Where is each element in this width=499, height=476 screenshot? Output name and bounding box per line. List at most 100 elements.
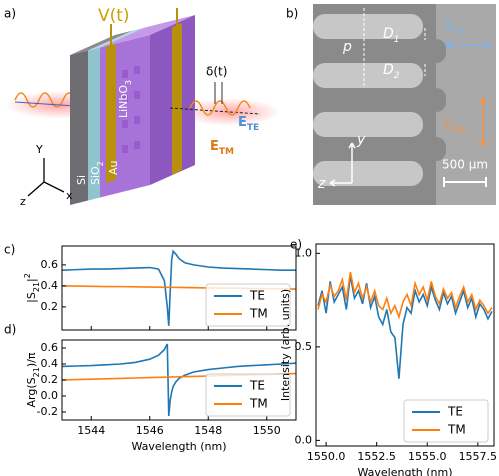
layer-sio2-top bbox=[88, 27, 145, 51]
legend-label: TE bbox=[249, 379, 265, 393]
axis-label: Y bbox=[35, 143, 43, 156]
y-tick-label: 0.0 bbox=[41, 389, 59, 402]
te-arrow bbox=[445, 41, 491, 49]
x-tick-label: 1557.5 bbox=[459, 450, 498, 463]
y-tick-label: -0.2 bbox=[37, 405, 58, 418]
linbo3-sub: 3 bbox=[124, 80, 133, 85]
sio2-sub: 2 bbox=[96, 161, 105, 166]
wave-tm bbox=[189, 100, 251, 116]
layer-label: LiNbO3 bbox=[117, 80, 133, 118]
series-line bbox=[317, 275, 493, 379]
y-label-end: | bbox=[25, 278, 38, 282]
wave-tm bbox=[14, 92, 76, 108]
panel-label: c) bbox=[4, 243, 15, 257]
e-tm-label: ETM bbox=[444, 118, 465, 136]
legend-label: TM bbox=[249, 307, 268, 321]
x-tick-label: 1544 bbox=[77, 424, 105, 437]
y-tick-label: 0.4 bbox=[41, 357, 59, 370]
y-tick-label: 0.0 bbox=[295, 433, 313, 446]
axis-label: x bbox=[66, 189, 73, 202]
d2-main: D bbox=[383, 62, 394, 78]
y-tick-label: 0.4 bbox=[41, 279, 59, 292]
plot-frame bbox=[315, 243, 495, 447]
series-line bbox=[62, 343, 296, 417]
e-tm-main: E bbox=[210, 139, 219, 154]
y-label-sub: 21 bbox=[32, 282, 41, 292]
d2-label: D2 bbox=[383, 62, 400, 81]
y-tick-label: 0.2 bbox=[41, 373, 59, 386]
y-tick-label: 1.0 bbox=[295, 246, 313, 259]
sio2-main: SiO bbox=[89, 166, 102, 185]
layer-label: Si bbox=[75, 175, 88, 185]
e-tm-sub: TM bbox=[451, 126, 465, 136]
axes-icon bbox=[27, 158, 65, 197]
y-label-sup: 2 bbox=[23, 273, 32, 278]
electrode bbox=[172, 23, 182, 175]
e-tm-label: ETM bbox=[210, 139, 234, 157]
layer-linbo3-top bbox=[100, 15, 195, 48]
y-label-text: |S bbox=[25, 292, 38, 303]
dimension-lines bbox=[363, 8, 426, 88]
panel-label: d) bbox=[4, 323, 16, 337]
y-axis-label: |S21|2 bbox=[23, 273, 41, 303]
x-tick-label: 1546 bbox=[136, 424, 164, 437]
d1-main: D bbox=[383, 26, 394, 42]
legend-label: TE bbox=[447, 405, 463, 419]
panel-label: e) bbox=[290, 238, 302, 252]
e-te-main: E bbox=[446, 20, 454, 35]
axis-label: y bbox=[356, 132, 366, 148]
x-tick-label: 1548 bbox=[194, 424, 222, 437]
e-te-main: E bbox=[238, 115, 247, 130]
legend-label: TM bbox=[249, 397, 268, 411]
legend-label: TM bbox=[447, 423, 466, 437]
layer-sio2 bbox=[88, 47, 100, 201]
y-tick-label: 0.2 bbox=[41, 300, 59, 313]
y-tick-label: 0.5 bbox=[295, 340, 313, 353]
x-tick-label: 1550 bbox=[253, 424, 281, 437]
electrode-right bbox=[436, 4, 496, 205]
layer-label: SiO2 bbox=[89, 161, 105, 185]
electrode bbox=[106, 43, 116, 183]
y-axis-label: Intensity (arb. units) bbox=[279, 289, 292, 401]
scale-label: 500 μm bbox=[442, 158, 488, 172]
x-tick-label: 1555.0 bbox=[408, 450, 447, 463]
voltage-label: V(t) bbox=[98, 6, 130, 26]
y-label-sub: 21 bbox=[32, 367, 41, 377]
panel-label: a) bbox=[4, 7, 16, 21]
e-te-sub: TE bbox=[453, 28, 465, 38]
y-label-end: )/π bbox=[25, 352, 38, 367]
legend-box bbox=[205, 373, 291, 417]
e-te-label: ETE bbox=[238, 115, 259, 133]
y-tick-label: 0.6 bbox=[41, 258, 59, 271]
e-tm-main: E bbox=[444, 118, 452, 133]
optical-axis bbox=[169, 107, 261, 115]
series-line bbox=[62, 249, 296, 326]
d1-label: D1 bbox=[383, 26, 400, 45]
legend-box bbox=[403, 399, 489, 443]
y-label-text: Arg(S bbox=[25, 377, 38, 407]
e-tm-sub: TM bbox=[219, 147, 234, 157]
wave-te bbox=[14, 101, 76, 107]
d2-sub: 2 bbox=[394, 71, 400, 81]
x-tick-label: 1552.5 bbox=[357, 450, 396, 463]
gaps-right bbox=[426, 39, 446, 161]
delay-label: δ(t) bbox=[206, 65, 227, 79]
x-axis-label: Wavelength (nm) bbox=[357, 466, 452, 476]
axes-icon bbox=[329, 142, 356, 187]
e-te-label: ETE bbox=[446, 20, 466, 38]
y-tick-label: 0.6 bbox=[41, 341, 59, 354]
electrode-pads bbox=[122, 66, 140, 153]
x-axis-label: Wavelength (nm) bbox=[131, 440, 226, 453]
y-axis-label: Arg(S21)/π bbox=[25, 352, 41, 407]
tm-arrow bbox=[479, 97, 487, 147]
d1-sub: 1 bbox=[394, 35, 400, 45]
layer-si bbox=[70, 50, 88, 205]
pitch-label: p bbox=[342, 39, 352, 55]
x-tick-label: 1550.0 bbox=[307, 450, 346, 463]
e-te-sub: TE bbox=[247, 123, 259, 133]
panel-label: b) bbox=[286, 7, 298, 21]
legend-label: TE bbox=[249, 289, 265, 303]
legend-box bbox=[205, 283, 291, 327]
plot-frame bbox=[61, 245, 297, 331]
